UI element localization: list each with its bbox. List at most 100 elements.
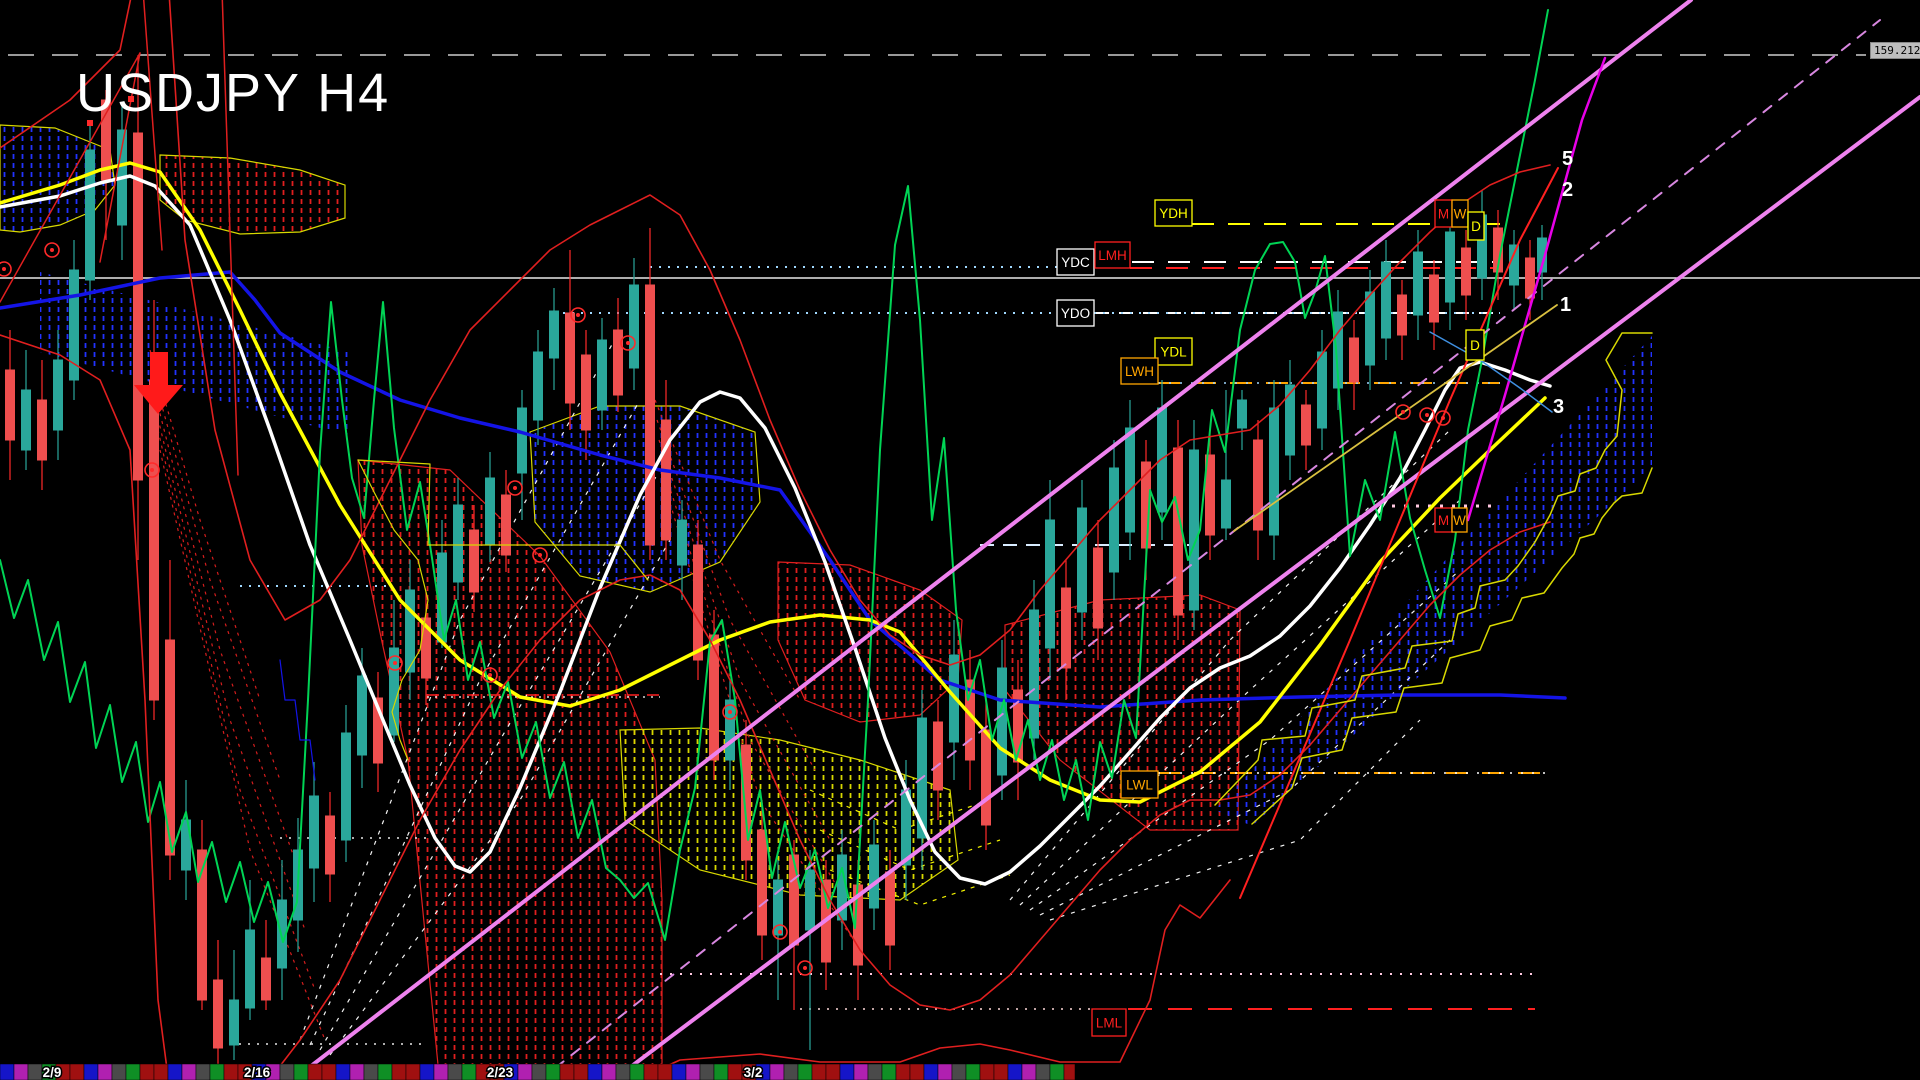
- candle: [613, 298, 623, 412]
- svg-text:W: W: [1453, 513, 1466, 528]
- svg-text:YDO: YDO: [1061, 306, 1090, 321]
- candle: [197, 820, 207, 1010]
- cloud-blue-topleft: [0, 124, 116, 233]
- red-spike-1[interactable]: [142, 0, 163, 251]
- level-label-lmh[interactable]: LMH: [1094, 241, 1131, 269]
- candle: [725, 680, 735, 790]
- candle: [1125, 400, 1135, 560]
- red-band-lower-b[interactable]: [260, 521, 1551, 1080]
- timeline-strip[interactable]: 2/9 2/16 2/23 3/2: [0, 1064, 1076, 1080]
- red-band-upper[interactable]: [0, 0, 1551, 666]
- symbol-title: USDJPY H4: [76, 63, 391, 123]
- trendline-number-1: 1: [1560, 294, 1571, 316]
- cloud-border-right-bottom[interactable]: [1251, 467, 1653, 825]
- level-label-lwl[interactable]: LWL: [1120, 770, 1159, 799]
- sell-signal-circle-icon: [507, 480, 523, 496]
- sell-signal-circle-icon: [532, 547, 548, 563]
- sell-signal-circle-icon: [797, 960, 813, 976]
- red-peak-line-2[interactable]: [99, 52, 141, 263]
- sell-signal-circle-icon: [1395, 404, 1411, 420]
- candle: [1397, 280, 1407, 360]
- candle: [1237, 390, 1247, 450]
- level-label-ydh[interactable]: YDH: [1154, 199, 1193, 227]
- trendline-1-yellow[interactable]: [1233, 304, 1558, 532]
- price-alert-tag[interactable]: 159.212: [1870, 42, 1920, 59]
- cloud-border-crash-top[interactable]: [357, 459, 649, 581]
- trendline-number-2: 2: [1562, 179, 1573, 201]
- period-box-d[interactable]: D: [1465, 329, 1485, 361]
- candle: [165, 560, 175, 880]
- dashed-median-line[interactable]: [539, 19, 1881, 1080]
- svg-text:W: W: [1454, 207, 1467, 222]
- period-box-m[interactable]: M: [1434, 199, 1453, 228]
- level-label-lwh[interactable]: LWH: [1120, 357, 1159, 385]
- candle: [1381, 240, 1391, 360]
- trendline-3-blue[interactable]: [1429, 331, 1553, 413]
- price-flag-icon: [87, 120, 93, 126]
- green-oscillator[interactable]: [0, 9, 1549, 943]
- red-spike-2[interactable]: [221, 0, 239, 476]
- period-box-m[interactable]: M: [1434, 507, 1453, 533]
- candle: [405, 560, 415, 700]
- down-arrow-icon: [134, 352, 183, 414]
- date-label: 2/23: [487, 1065, 514, 1080]
- candle: [693, 520, 703, 680]
- svg-text:YDL: YDL: [1160, 345, 1187, 360]
- period-box-w[interactable]: W: [1451, 199, 1469, 228]
- period-box-w[interactable]: W: [1451, 507, 1468, 533]
- candle: [373, 672, 383, 792]
- date-label: 2/9: [43, 1065, 62, 1080]
- level-label-ydc[interactable]: YDC: [1056, 248, 1095, 276]
- svg-text:D: D: [1470, 338, 1480, 353]
- svg-text:YDC: YDC: [1061, 255, 1090, 270]
- candle: [1093, 520, 1103, 660]
- pitchfork-line-a[interactable]: [280, 0, 1693, 1080]
- sell-signal-circle-icon: [44, 242, 60, 258]
- svg-text:LWH: LWH: [1125, 364, 1154, 379]
- cloud-border-crash-left[interactable]: [357, 459, 429, 761]
- trendline-number-5: 5: [1562, 148, 1573, 170]
- candle: [1077, 480, 1087, 640]
- candle: [469, 505, 479, 612]
- level-label-lml[interactable]: LML: [1091, 1008, 1127, 1037]
- candle: [133, 55, 143, 560]
- red-band-outer[interactable]: [639, 879, 1231, 1079]
- level-label-ydl[interactable]: YDL: [1154, 337, 1193, 366]
- svg-text:LMH: LMH: [1098, 248, 1127, 263]
- svg-text:YDH: YDH: [1159, 206, 1188, 221]
- blue-ma[interactable]: [0, 270, 1567, 709]
- trendline-2-red[interactable]: [1239, 167, 1559, 899]
- yellow-ma[interactable]: [0, 161, 1547, 804]
- red-band-lower-a[interactable]: [0, 334, 170, 1080]
- fan-white-left: [299, 329, 671, 1056]
- date-label: 2/16: [244, 1065, 271, 1080]
- white-ma[interactable]: [0, 174, 1552, 886]
- candle: [53, 330, 63, 460]
- svg-text:LML: LML: [1096, 1016, 1123, 1031]
- candles-layer: [5, 55, 1547, 1070]
- candle: [277, 860, 287, 1000]
- candle: [581, 330, 591, 460]
- sell-signal-circle-icon: [1435, 410, 1451, 426]
- candle: [869, 820, 879, 930]
- candle: [1509, 230, 1519, 310]
- candle: [21, 350, 31, 470]
- level-label-ydo[interactable]: YDO: [1056, 299, 1095, 327]
- blue-steps-left[interactable]: [279, 659, 316, 781]
- fan-red-crash1: [149, 349, 326, 1041]
- period-box-d[interactable]: D: [1467, 211, 1485, 241]
- pitchfork-line-b[interactable]: [600, 95, 1920, 1080]
- sell-signal-circle-icon: [722, 704, 738, 720]
- cloud-border-right-top[interactable]: [1214, 332, 1653, 806]
- candle: [85, 120, 95, 300]
- red-peak-line-1[interactable]: [0, 52, 141, 303]
- candle: [309, 762, 319, 902]
- svg-text:D: D: [1471, 219, 1481, 234]
- signal-markers-layer: [0, 96, 1451, 976]
- trendline-5-magenta[interactable]: [1466, 56, 1607, 522]
- cloud-red-top: [159, 154, 346, 235]
